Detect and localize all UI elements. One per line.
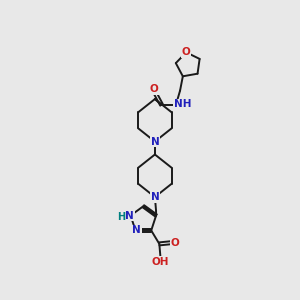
- Text: OH: OH: [152, 257, 169, 267]
- Text: N: N: [132, 226, 141, 236]
- Text: O: O: [171, 238, 179, 248]
- Text: N: N: [151, 136, 159, 147]
- Text: N: N: [125, 211, 134, 220]
- Text: N: N: [151, 192, 159, 202]
- Text: O: O: [182, 47, 190, 57]
- Text: NH: NH: [174, 100, 191, 110]
- Text: H: H: [117, 212, 125, 222]
- Text: O: O: [150, 85, 158, 94]
